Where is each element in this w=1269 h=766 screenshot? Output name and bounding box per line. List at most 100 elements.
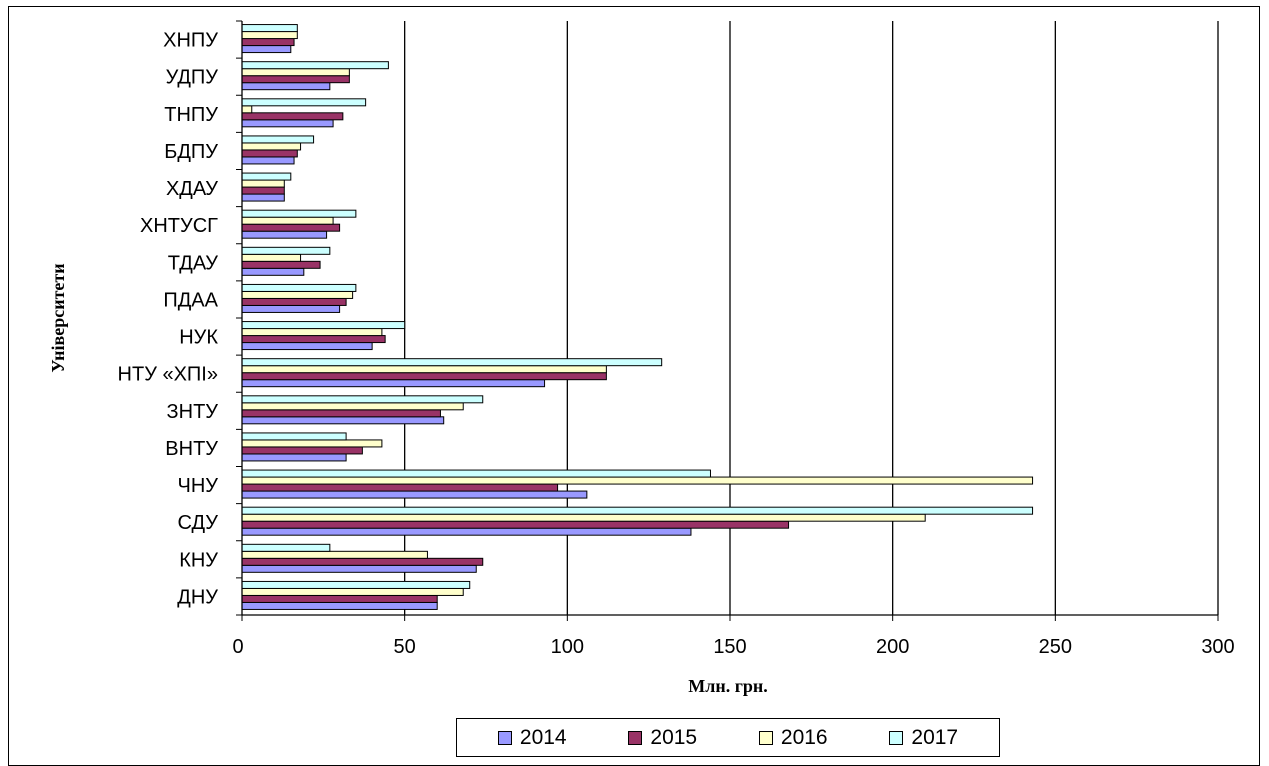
x-axis-title: Млн. грн. bbox=[688, 676, 768, 696]
legend-swatch-2016 bbox=[758, 730, 773, 745]
bar-2014-5 bbox=[241, 416, 445, 425]
bar-2015-2 bbox=[241, 520, 790, 529]
bar-2017-12 bbox=[241, 135, 315, 144]
bar-2015-0 bbox=[241, 594, 438, 603]
bar-2014-8 bbox=[241, 304, 341, 313]
bar-2017-4 bbox=[241, 432, 347, 441]
bar-2015-1 bbox=[241, 557, 484, 566]
legend-swatch-2015 bbox=[628, 730, 643, 745]
y-tick-label-7: НУК bbox=[179, 327, 218, 349]
bar-2016-2 bbox=[241, 513, 926, 522]
bar-2016-13 bbox=[241, 105, 253, 114]
bars-group bbox=[241, 24, 1034, 610]
bar-2016-0 bbox=[241, 587, 464, 596]
y-tick-label-8: ПДАА bbox=[163, 289, 218, 311]
chart-frame bbox=[8, 6, 1260, 766]
bar-2014-3 bbox=[241, 490, 588, 499]
bar-2017-6 bbox=[241, 358, 663, 367]
y-tick-label-11: ХДАУ bbox=[166, 178, 218, 200]
bar-2014-2 bbox=[241, 527, 692, 536]
x-tick-label-150: 150 bbox=[713, 636, 746, 658]
legend-swatch-2014 bbox=[497, 730, 512, 745]
bar-2016-4 bbox=[241, 439, 383, 448]
x-tick-label-250: 250 bbox=[1039, 636, 1072, 658]
x-tick-label-300: 300 bbox=[1201, 636, 1234, 658]
bar-2017-5 bbox=[241, 395, 484, 404]
y-tick-label-10: ХНТУСГ bbox=[140, 215, 218, 237]
axes-group bbox=[236, 20, 1219, 621]
bar-2015-13 bbox=[241, 112, 344, 121]
bar-2017-11 bbox=[241, 172, 292, 181]
y-tick-label-2: СДУ bbox=[178, 512, 219, 534]
x-tick-label-0: 0 bbox=[232, 636, 243, 658]
bar-2017-3 bbox=[241, 469, 711, 478]
y-tick-label-0: ДНУ bbox=[177, 586, 218, 608]
bar-2014-1 bbox=[241, 564, 477, 573]
y-tick-label-4: ВНТУ bbox=[165, 438, 218, 460]
legend-item-2014: 2014 bbox=[497, 725, 567, 750]
bar-2014-4 bbox=[241, 453, 347, 462]
y-tick-label-9: ТДАУ bbox=[168, 252, 219, 274]
bar-2015-11 bbox=[241, 186, 285, 195]
legend: 2014 2015 2016 2017 bbox=[456, 718, 1000, 757]
bar-2016-3 bbox=[241, 476, 1034, 485]
bar-2015-14 bbox=[241, 75, 350, 84]
bar-2015-6 bbox=[241, 372, 607, 381]
bar-2016-8 bbox=[241, 290, 354, 299]
bar-2017-2 bbox=[241, 506, 1034, 515]
bar-2016-6 bbox=[241, 365, 607, 374]
bar-2016-14 bbox=[241, 68, 350, 77]
legend-item-2017: 2017 bbox=[889, 726, 958, 750]
bar-2016-10 bbox=[241, 216, 334, 225]
bar-2016-9 bbox=[241, 253, 302, 262]
y-tick-label-14: УДПУ bbox=[166, 67, 219, 89]
bar-2015-10 bbox=[241, 223, 341, 232]
tick-labels-group: ДНУ КНУ СДУ ЧНУ ВНТУ ЗНТУ НТУ «ХПІ» НУК ПДАА ТДАУ… bbox=[118, 30, 1235, 658]
bar-2016-5 bbox=[241, 402, 464, 411]
bar-2016-12 bbox=[241, 142, 302, 151]
y-axis-title: Університети bbox=[48, 263, 68, 372]
legend-item-2016: 2016 bbox=[758, 725, 828, 750]
bar-2014-12 bbox=[241, 156, 295, 165]
bar-2017-8 bbox=[241, 283, 357, 292]
bar-2014-7 bbox=[241, 342, 373, 351]
legend-label-2016: 2016 bbox=[780, 725, 828, 749]
y-tick-label-6: НТУ «ХПІ» bbox=[118, 364, 218, 386]
bar-2014-15 bbox=[241, 45, 292, 54]
bar-2017-9 bbox=[241, 246, 331, 255]
bar-2015-7 bbox=[241, 335, 386, 344]
x-tick-label-100: 100 bbox=[551, 636, 584, 658]
bar-2017-14 bbox=[241, 61, 389, 70]
y-tick-label-15: ХНПУ bbox=[163, 30, 218, 52]
bar-2015-8 bbox=[241, 297, 347, 306]
x-tick-label-200: 200 bbox=[876, 636, 909, 658]
bar-2017-15 bbox=[241, 24, 298, 33]
bar-2017-1 bbox=[241, 543, 331, 552]
x-tick-label-50: 50 bbox=[394, 636, 416, 658]
bar-2016-15 bbox=[241, 31, 298, 40]
bar-2015-3 bbox=[241, 483, 559, 492]
legend-label-2017: 2017 bbox=[911, 725, 959, 749]
bar-2016-7 bbox=[241, 328, 383, 337]
bar-2015-4 bbox=[241, 446, 363, 455]
bar-2015-12 bbox=[241, 149, 298, 158]
bar-2015-15 bbox=[241, 38, 295, 47]
legend-label-2014: 2014 bbox=[519, 725, 567, 749]
bar-2014-6 bbox=[241, 379, 546, 388]
legend-label-2015: 2015 bbox=[650, 725, 698, 749]
bar-2017-13 bbox=[241, 98, 367, 107]
legend-swatch-2017 bbox=[889, 730, 904, 745]
bar-2015-9 bbox=[241, 260, 321, 269]
bar-2014-0 bbox=[241, 601, 438, 610]
bar-2017-0 bbox=[241, 580, 471, 589]
y-tick-label-5: ЗНТУ bbox=[167, 401, 219, 423]
bar-2017-10 bbox=[241, 209, 357, 218]
bar-2015-5 bbox=[241, 409, 441, 418]
legend-item-2015: 2015 bbox=[628, 726, 697, 750]
bar-2016-1 bbox=[241, 550, 428, 559]
bar-2014-14 bbox=[241, 82, 331, 91]
y-tick-label-1: КНУ bbox=[179, 549, 218, 571]
y-tick-label-12: БДПУ bbox=[164, 141, 218, 163]
y-tick-label-13: ТНПУ bbox=[164, 104, 218, 126]
bar-2016-11 bbox=[241, 179, 285, 188]
